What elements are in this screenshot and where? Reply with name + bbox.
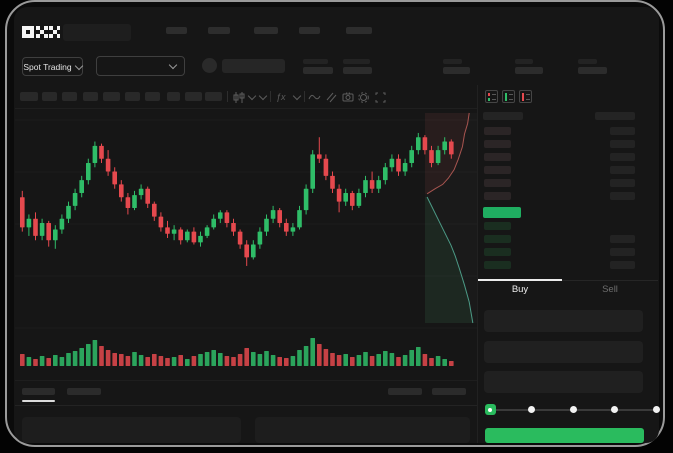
ask-amount-bar — [610, 153, 635, 161]
interval-chip-placeholder[interactable] — [145, 92, 160, 101]
ask-price-bar[interactable] — [484, 153, 511, 161]
toolbar-divider — [227, 91, 228, 102]
stat-value-placeholder — [515, 67, 543, 74]
bottom-tab-placeholder[interactable] — [22, 388, 55, 395]
coin-avatar — [202, 58, 217, 73]
panel-divider — [477, 85, 478, 443]
bid-price-bar[interactable] — [484, 248, 511, 256]
chevron-down-icon[interactable] — [258, 91, 268, 103]
bottom-tabs-underline — [15, 405, 477, 406]
orderbook-amount-header-placeholder — [595, 112, 635, 120]
stat-label-placeholder — [443, 59, 462, 64]
ask-amount-bar — [610, 179, 635, 187]
interval-chip-placeholder[interactable] — [83, 92, 98, 101]
stat-value-placeholder — [303, 67, 333, 74]
bid-amount-bar — [610, 235, 635, 243]
ask-amount-bar — [610, 192, 635, 200]
stat-value-placeholder — [578, 67, 607, 74]
book-combined-icon[interactable] — [485, 90, 498, 103]
slider-stop-dot[interactable] — [569, 406, 577, 413]
tab-sell[interactable]: Sell — [602, 284, 618, 295]
market-type-label: Spot Trading — [23, 61, 72, 72]
active-tab-indicator — [478, 279, 562, 281]
ask-price-bar[interactable] — [484, 127, 511, 135]
toolbar-divider — [304, 91, 305, 102]
ask-amount-bar — [610, 127, 635, 135]
toolbar-divider — [270, 91, 271, 102]
bid-price-bar[interactable] — [484, 261, 511, 269]
ask-price-bar[interactable] — [484, 140, 511, 148]
bottom-panel-divider — [15, 380, 477, 381]
toolbar-divider-line — [15, 108, 477, 109]
buy-submit-button[interactable] — [485, 428, 644, 443]
interval-chip-placeholder[interactable] — [20, 92, 38, 101]
chevron-down-icon[interactable] — [247, 91, 257, 103]
nav-item-placeholder[interactable] — [254, 27, 278, 34]
chevron-down-icon[interactable] — [292, 91, 302, 103]
interval-chip-placeholder[interactable] — [167, 92, 180, 101]
market-type-selector[interactable]: Spot Trading — [22, 57, 83, 76]
stat-label-placeholder — [343, 59, 370, 64]
ask-price-bar[interactable] — [484, 192, 511, 200]
bid-amount-bar — [610, 261, 635, 269]
bottom-tab-placeholder[interactable] — [432, 388, 466, 395]
tabs-baseline — [562, 280, 658, 281]
nav-item-placeholder[interactable] — [299, 27, 320, 34]
slider-stop-dot[interactable] — [611, 406, 618, 413]
nav-item-placeholder[interactable] — [208, 27, 230, 34]
bid-price-bar[interactable] — [484, 222, 511, 230]
nav-item-placeholder[interactable] — [346, 27, 372, 34]
settings-icon[interactable] — [358, 91, 369, 103]
line-tool-icon[interactable] — [308, 91, 321, 103]
stat-label-placeholder — [515, 59, 533, 64]
tab-buy[interactable]: Buy — [511, 284, 529, 295]
ask-price-bar[interactable] — [484, 179, 511, 187]
pair-selector-dropdown[interactable] — [96, 56, 185, 76]
nav-item-placeholder[interactable] — [166, 27, 187, 34]
bid-amount-bar — [610, 248, 635, 256]
app-screen — [14, 7, 659, 443]
bid-price-bar[interactable] — [484, 235, 511, 243]
bottom-tab-active-underline — [22, 400, 55, 402]
chevron-down-icon — [74, 61, 83, 70]
orderbook-price-header-placeholder — [483, 112, 523, 120]
book-bids-icon[interactable] — [502, 90, 515, 103]
interval-chip-placeholder[interactable] — [125, 92, 140, 101]
stat-label-placeholder — [578, 59, 597, 64]
chevron-down-icon — [168, 60, 178, 70]
chart-type-icon[interactable] — [233, 91, 245, 103]
price-chart[interactable] — [15, 109, 477, 370]
interval-chip-placeholder[interactable] — [62, 92, 77, 101]
trade-input-placeholder[interactable] — [484, 371, 643, 393]
book-asks-icon[interactable] — [519, 90, 532, 103]
slider-handle[interactable] — [484, 404, 496, 415]
fullscreen-icon[interactable] — [375, 91, 386, 103]
interval-chip-placeholder[interactable] — [103, 92, 120, 101]
slider-stop-dot[interactable] — [652, 406, 660, 413]
interval-chip-placeholder[interactable] — [205, 92, 222, 101]
orders-table-placeholder — [22, 417, 241, 443]
camera-icon[interactable] — [342, 91, 354, 103]
ask-amount-bar — [610, 140, 635, 148]
pair-name-placeholder — [222, 59, 285, 73]
measure-icon[interactable] — [326, 91, 337, 103]
trade-input-placeholder[interactable] — [484, 340, 643, 363]
last-price-indicator[interactable] — [483, 207, 521, 218]
bottom-tab-placeholder[interactable] — [388, 388, 422, 395]
okx-logo — [22, 26, 60, 38]
slider-stop-dot[interactable] — [528, 406, 535, 413]
interval-chip-placeholder[interactable] — [185, 92, 202, 101]
history-table-placeholder — [255, 417, 470, 443]
indicators-fx-icon[interactable]: ƒx — [276, 92, 286, 102]
stat-value-placeholder — [443, 67, 470, 74]
stat-value-placeholder — [343, 67, 372, 74]
stat-label-placeholder — [303, 59, 328, 64]
ask-amount-bar — [610, 166, 635, 174]
interval-chip-placeholder[interactable] — [42, 92, 57, 101]
trade-input-placeholder[interactable] — [484, 310, 643, 332]
ask-price-bar[interactable] — [484, 166, 511, 174]
bottom-tab-placeholder[interactable] — [67, 388, 101, 395]
global-search-input[interactable] — [63, 24, 131, 41]
